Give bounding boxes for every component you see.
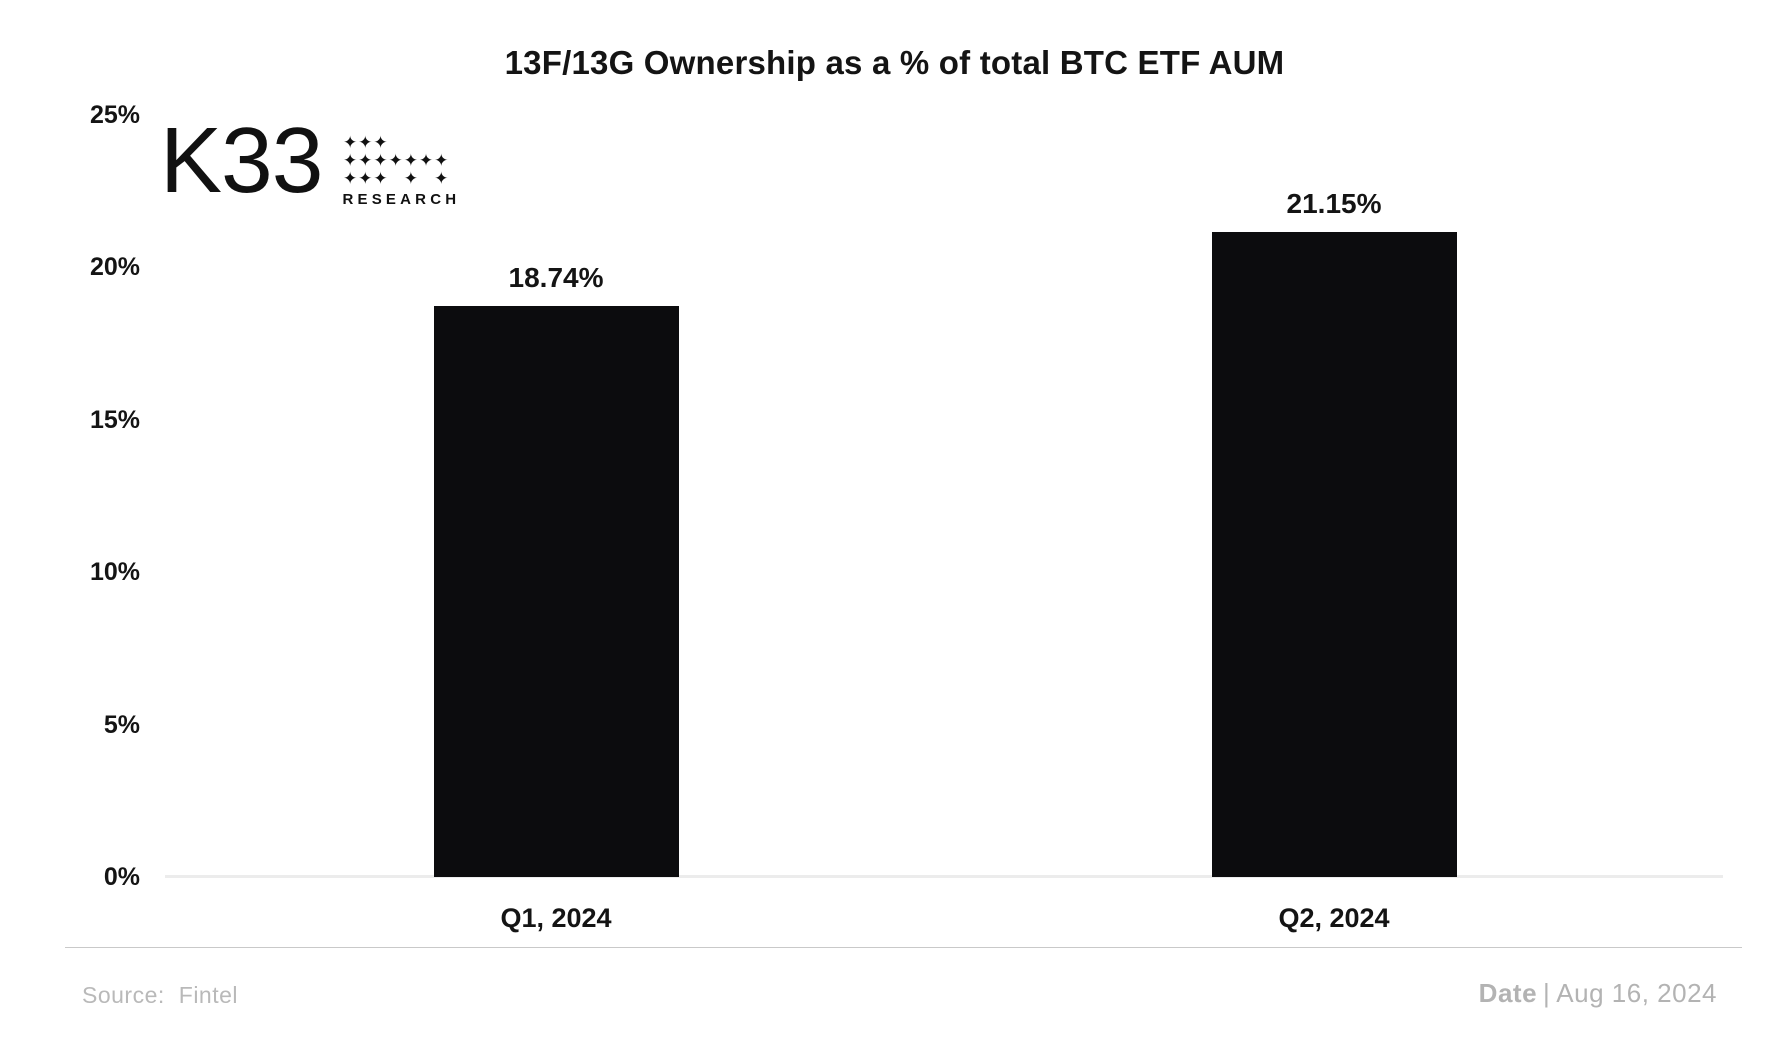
source-value: Fintel — [178, 982, 239, 1008]
diamond-icon: ✦ — [403, 169, 418, 188]
y-axis-tick-label: 5% — [103, 710, 140, 739]
bar-value-label: 21.15% — [1286, 188, 1382, 220]
k33-logo-mark: ✦✦✦✦✦✦✦✦✦✦✦✦✦✦✦✦✦✦✦✦✦ RESEARCH — [342, 134, 461, 209]
y-axis-tick-label: 15% — [89, 405, 140, 434]
diamond-icon: ✦ — [358, 151, 373, 170]
k33-diamond-pattern-icon: ✦✦✦✦✦✦✦✦✦✦✦✦✦✦✦✦✦✦✦✦✦ — [342, 134, 460, 188]
k33-logo-text: K33 — [160, 108, 323, 212]
k33-research-logo: K33 ✦✦✦✦✦✦✦✦✦✦✦✦✦✦✦✦✦✦✦✦✦ RESEARCH — [160, 108, 461, 212]
bar-q1-2024 — [433, 305, 679, 877]
bar-q2-2024 — [1211, 232, 1457, 877]
x-axis-category-label: Q2, 2024 — [1278, 903, 1390, 933]
date-attribution: Date | Aug 16, 2024 — [1479, 978, 1717, 1009]
y-axis-tick-label: 25% — [89, 101, 140, 129]
diamond-icon: ✦ — [342, 151, 358, 170]
diamond-icon: ✦ — [434, 169, 449, 188]
k33-logo-subtitle: RESEARCH — [342, 191, 461, 208]
y-axis-tick-label: 10% — [89, 558, 140, 587]
diamond-icon: ✦ — [418, 151, 434, 170]
x-axis-baseline — [165, 875, 1723, 878]
diamond-icon: ✦ — [373, 151, 388, 170]
y-axis-tick-label: 20% — [89, 253, 140, 282]
source-label: Source: — [82, 982, 165, 1008]
footer-divider — [65, 947, 1742, 948]
x-axis-category-label: Q1, 2024 — [500, 903, 612, 933]
diamond-pattern-row: ✦✦✦✦✦✦✦ — [342, 134, 460, 152]
diamond-icon: ✦ — [358, 133, 373, 152]
date-separator: | — [1543, 978, 1551, 1008]
diamond-icon: ✦ — [342, 133, 358, 152]
diamond-icon: ✦ — [358, 169, 373, 188]
diamond-icon: ✦ — [373, 133, 388, 152]
diamond-icon: ✦ — [342, 169, 358, 188]
date-value: Aug 16, 2024 — [1556, 978, 1717, 1008]
diamond-pattern-row: ✦✦✦✦✦✦✦ — [342, 170, 460, 188]
y-axis-tick-label: 0% — [103, 863, 140, 891]
bar-value-label: 18.74% — [508, 261, 604, 293]
diamond-pattern-row: ✦✦✦✦✦✦✦ — [342, 152, 460, 170]
diamond-icon: ✦ — [388, 151, 403, 170]
date-label: Date — [1478, 978, 1538, 1008]
diamond-icon: ✦ — [434, 151, 449, 170]
source-attribution: Source: Fintel — [82, 982, 238, 1009]
diamond-icon: ✦ — [403, 151, 418, 170]
chart-title: 13F/13G Ownership as a % of total BTC ET… — [504, 44, 1285, 81]
diamond-icon: ✦ — [373, 169, 388, 188]
